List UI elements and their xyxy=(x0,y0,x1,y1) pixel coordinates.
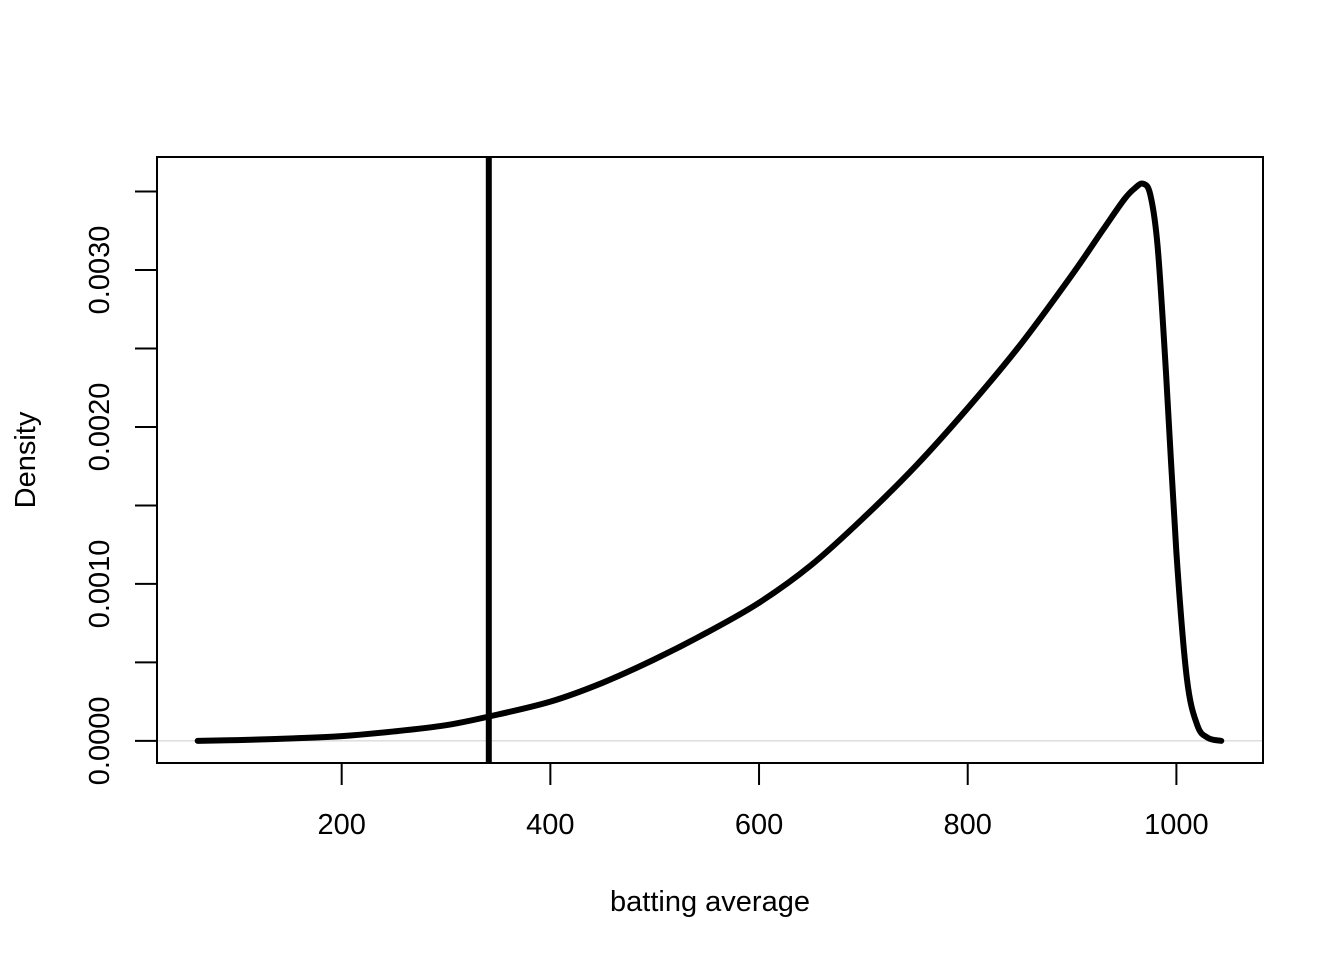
x-tick-label: 600 xyxy=(735,809,783,841)
y-tick-label: 0.0030 xyxy=(84,226,116,315)
x-tick-label: 200 xyxy=(317,809,365,841)
density-curve xyxy=(194,180,1225,744)
plot-frame xyxy=(156,156,1264,764)
y-axis: 0.0000 0.0010 0.0020 0.0030 xyxy=(84,190,158,786)
y-tick-label: 0.0020 xyxy=(84,383,116,472)
y-tick-label: 0.0000 xyxy=(84,697,116,786)
x-tick-label: 1000 xyxy=(1144,809,1209,841)
y-axis-label: Density xyxy=(10,411,42,508)
x-tick-label: 400 xyxy=(526,809,574,841)
x-axis-label: batting average xyxy=(610,886,810,918)
y-tick-label: 0.0010 xyxy=(84,540,116,629)
x-axis: 200 400 600 800 1000 xyxy=(317,762,1209,841)
x-tick-label: 800 xyxy=(944,809,992,841)
